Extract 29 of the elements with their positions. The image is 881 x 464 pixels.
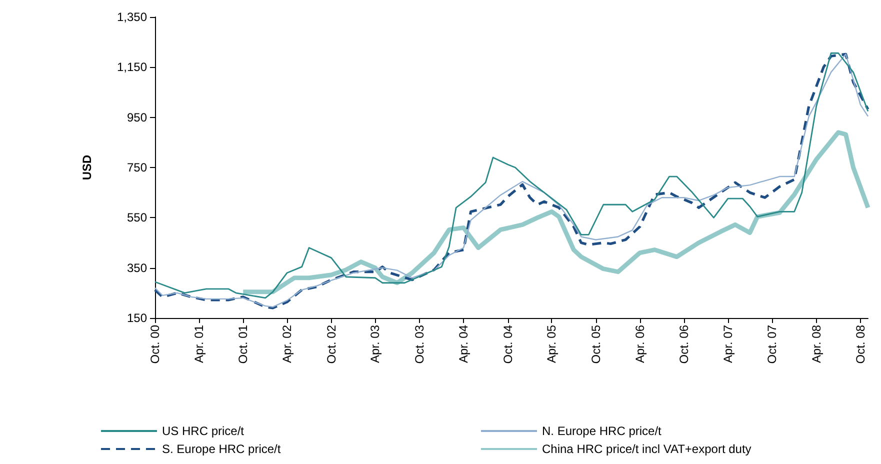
x-tick-label: Oct. 02 bbox=[324, 324, 338, 364]
y-tick-label: 150 bbox=[126, 311, 148, 325]
x-tick-label: Apr. 03 bbox=[368, 324, 382, 364]
x-tick-label: Apr. 01 bbox=[192, 324, 206, 364]
x-tick-label: Apr. 05 bbox=[544, 324, 559, 364]
y-tick-label: 1,150 bbox=[116, 60, 148, 74]
y-tick-label: 950 bbox=[126, 110, 148, 124]
legend-label: China HRC price/t incl VAT+export duty bbox=[542, 442, 752, 456]
x-tick-label: Oct. 06 bbox=[677, 324, 692, 364]
x-tick-label: Oct. 07 bbox=[765, 324, 780, 364]
x-tick-label: Oct. 04 bbox=[500, 324, 515, 364]
x-tick-label: Apr. 07 bbox=[720, 324, 735, 364]
y-tick-label: 350 bbox=[126, 260, 148, 275]
x-tick-label: Oct. 08 bbox=[854, 324, 868, 364]
x-tick-label: Oct. 03 bbox=[412, 324, 426, 364]
x-tick-label: Oct. 05 bbox=[588, 324, 603, 364]
x-tick-label: Apr. 06 bbox=[632, 324, 647, 364]
x-tick-label: Apr. 02 bbox=[280, 324, 294, 364]
x-tick-label: Oct. 01 bbox=[236, 324, 250, 364]
y-axis-title: USD bbox=[80, 154, 94, 180]
y-tick-label: 1,350 bbox=[116, 10, 148, 24]
y-tick-label: 750 bbox=[126, 160, 148, 174]
legend-label: S. Europe HRC price/t bbox=[162, 442, 282, 456]
legend-label: N. Europe HRC price/t bbox=[542, 424, 662, 438]
legend-label: US HRC price/t bbox=[162, 424, 245, 438]
x-tick-label: Apr. 08 bbox=[809, 324, 824, 364]
x-tick-label: Apr. 04 bbox=[456, 324, 471, 364]
y-tick-label: 550 bbox=[126, 210, 148, 225]
x-tick-label: Oct. 00 bbox=[148, 324, 162, 364]
